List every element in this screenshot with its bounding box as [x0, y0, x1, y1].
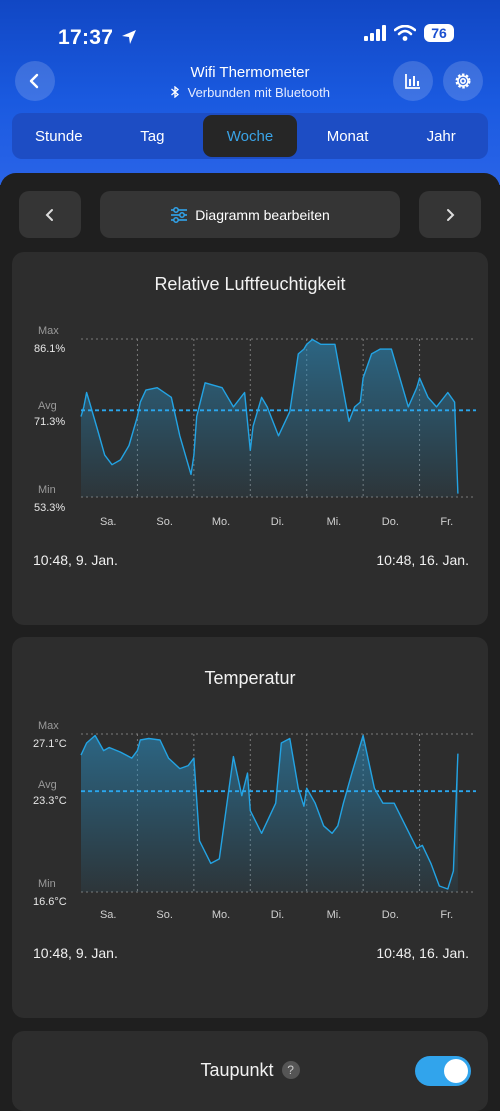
dewpoint-title-row: Taupunkt? — [12, 1060, 488, 1081]
temperature-day-label: Fr. — [440, 909, 453, 921]
humidity-title: Relative Luftfeuchtigkeit — [154, 274, 346, 294]
humidity-series-line — [80, 338, 459, 494]
temperature-day-label: Di. — [271, 909, 284, 921]
humidity-day-label: Sa. — [100, 516, 117, 528]
temperature-title: Temperatur — [204, 668, 296, 688]
tab-tag[interactable]: Tag — [140, 127, 165, 145]
temperature-max-label: Max — [38, 720, 59, 732]
connection-status: Verbunden mit Bluetooth — [0, 85, 500, 100]
app-title: Wifi Thermometer — [190, 64, 310, 81]
dewpoint-toggle[interactable] — [415, 1056, 471, 1086]
back-icon — [29, 73, 39, 89]
back-button[interactable] — [15, 61, 55, 101]
humidity-range-end: 10:48, 16. Jan. — [376, 552, 469, 568]
tab-woche[interactable]: Woche — [203, 115, 297, 157]
status-icons: 76 — [364, 24, 454, 42]
temperature-day-label: Mi. — [327, 909, 342, 921]
temperature-range-end: 10:48, 16. Jan. — [376, 945, 469, 961]
location-arrow-icon — [122, 30, 137, 44]
status-time: 17:37 — [58, 26, 137, 50]
wifi-icon — [394, 25, 416, 41]
humidity-day-label: So. — [156, 516, 173, 528]
sliders-icon — [171, 206, 188, 223]
temperature-avg-label: Avg — [38, 779, 57, 791]
humidity-day-label: Mo. — [212, 516, 230, 528]
humidity-day-label: Do. — [382, 516, 399, 528]
dewpoint-card: Taupunkt? — [12, 1031, 488, 1111]
tab-monat[interactable]: Monat — [326, 127, 369, 145]
humidity-range-start: 10:48, 9. Jan. — [33, 552, 118, 568]
humidity-day-label: Fr. — [440, 516, 453, 528]
previous-period-button[interactable] — [19, 191, 81, 238]
temperature-avg-value: 23.3°C — [33, 795, 67, 807]
temperature-day-label: Mo. — [212, 909, 230, 921]
humidity-min-value: 53.3% — [34, 502, 65, 514]
chevron-right-icon — [447, 208, 455, 221]
period-tabs: Stunde Tag Woche Monat Jahr — [12, 113, 488, 159]
humidity-card: Relative Luftfeuchtigkeit Max 86.1% Avg … — [12, 252, 488, 625]
battery-level: 76 — [424, 24, 454, 42]
temperature-day-label: Sa. — [100, 909, 117, 921]
connection-status-text: Verbunden mit Bluetooth — [187, 85, 330, 100]
dewpoint-title: Taupunkt — [200, 1060, 274, 1080]
signal-icon — [364, 25, 386, 41]
humidity-min-label: Min — [38, 484, 56, 496]
chevron-left-icon — [45, 208, 53, 221]
edit-chart-label: Diagramm bearbeiten — [195, 206, 330, 223]
bar-chart-icon — [405, 74, 420, 89]
tab-stunde[interactable]: Stunde — [35, 127, 83, 145]
tab-jahr[interactable]: Jahr — [426, 127, 456, 145]
temperature-max-value: 27.1°C — [33, 738, 67, 750]
temperature-day-label: So. — [156, 909, 173, 921]
next-period-button[interactable] — [419, 191, 481, 238]
temperature-min-value: 16.6°C — [33, 896, 67, 908]
bluetooth-icon — [171, 85, 179, 99]
temperature-series-line — [80, 734, 459, 890]
humidity-avg-label: Avg — [38, 400, 57, 412]
humidity-day-label: Mi. — [327, 516, 342, 528]
humidity-chart: Max 86.1% Avg 71.3% Min 53.3% Sa. So. Mo. D… — [34, 325, 476, 528]
help-icon[interactable]: ? — [281, 1061, 300, 1079]
temperature-min-label: Min — [38, 878, 56, 890]
temperature-range-start: 10:48, 9. Jan. — [33, 945, 118, 961]
statistics-button[interactable] — [393, 61, 433, 101]
temperature-day-label: Do. — [382, 909, 399, 921]
edit-chart-button[interactable]: Diagramm bearbeiten — [100, 191, 400, 238]
temperature-chart: Max 27.1°C Avg 23.3°C Min 16.6°C Sa. So. M… — [33, 720, 476, 921]
temperature-card: Temperatur Max 27.1°C Avg 23.3°C Min 16.… — [12, 637, 488, 1018]
settings-button[interactable] — [443, 61, 483, 101]
humidity-day-label: Di. — [271, 516, 284, 528]
gear-icon — [455, 73, 471, 89]
humidity-max-label: Max — [38, 325, 59, 337]
temperature-area — [81, 735, 458, 892]
toggle-knob — [444, 1059, 468, 1083]
humidity-max-value: 86.1% — [34, 343, 65, 355]
humidity-avg-value: 71.3% — [34, 416, 65, 428]
